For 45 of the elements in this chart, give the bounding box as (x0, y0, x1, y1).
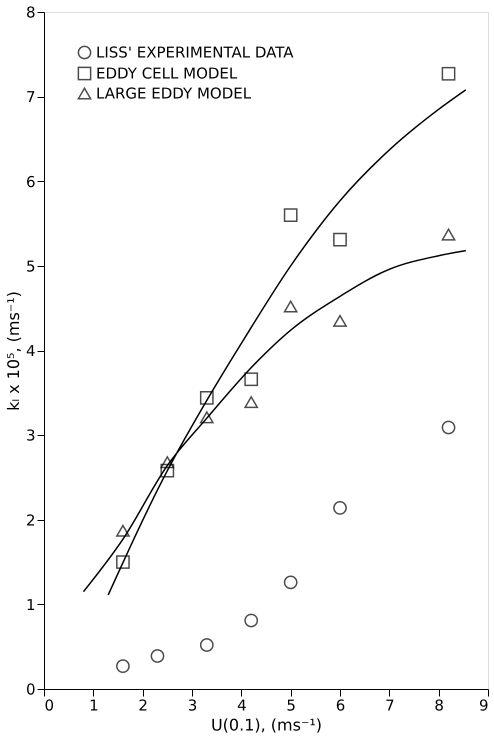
x-tick-label: 1 (89, 696, 99, 714)
x-tick-label: 7 (385, 696, 395, 714)
x-tick-label: 8 (434, 696, 444, 714)
point (160, 456, 174, 468)
x-tick-label: 5 (286, 696, 296, 714)
point (150, 649, 164, 663)
y-tick-label: 2 (26, 511, 36, 530)
point (333, 501, 347, 515)
point (244, 372, 258, 386)
legend-label: LARGE EDDY MODEL (96, 84, 252, 102)
point (116, 659, 130, 674)
x-tick-label: 6 (336, 696, 346, 714)
point (116, 524, 130, 537)
y-tick-label: 8 (26, 4, 36, 22)
point (284, 576, 298, 590)
point (200, 638, 214, 652)
y-tick-label: 7 (26, 88, 36, 106)
point (284, 208, 298, 222)
x-tick-label: 2 (138, 696, 148, 714)
y-tick-label: 0 (26, 680, 36, 698)
y-tick-label: 3 (26, 426, 36, 445)
point (116, 555, 130, 569)
point (200, 411, 214, 424)
point (160, 464, 174, 478)
x-tick-label: 3 (188, 696, 198, 714)
y-tick-label: 4 (26, 342, 36, 360)
y-tick-label: 5 (26, 257, 36, 276)
x-axis-title: U(0.1), (ms⁻¹) (210, 716, 322, 734)
point (333, 232, 347, 247)
legend-label: EDDY CELL MODEL (96, 64, 238, 82)
x-tick-label: 0 (44, 696, 54, 714)
point (244, 614, 258, 628)
x-tick-label: 4 (237, 696, 247, 714)
point (333, 314, 347, 327)
legend-label: LISS' EXPERIMENTAL DATA (96, 44, 294, 62)
point (200, 391, 214, 405)
point (442, 228, 456, 241)
point (442, 420, 456, 434)
y-tick-label: 6 (26, 172, 36, 191)
y-tick-label: 1 (26, 596, 36, 614)
point (284, 300, 298, 313)
point (244, 396, 258, 408)
point (442, 66, 456, 81)
y-axis-title: kₗ x 10⁵, (ms⁻¹) (4, 291, 23, 411)
x-tick-label: 9 (478, 696, 488, 714)
